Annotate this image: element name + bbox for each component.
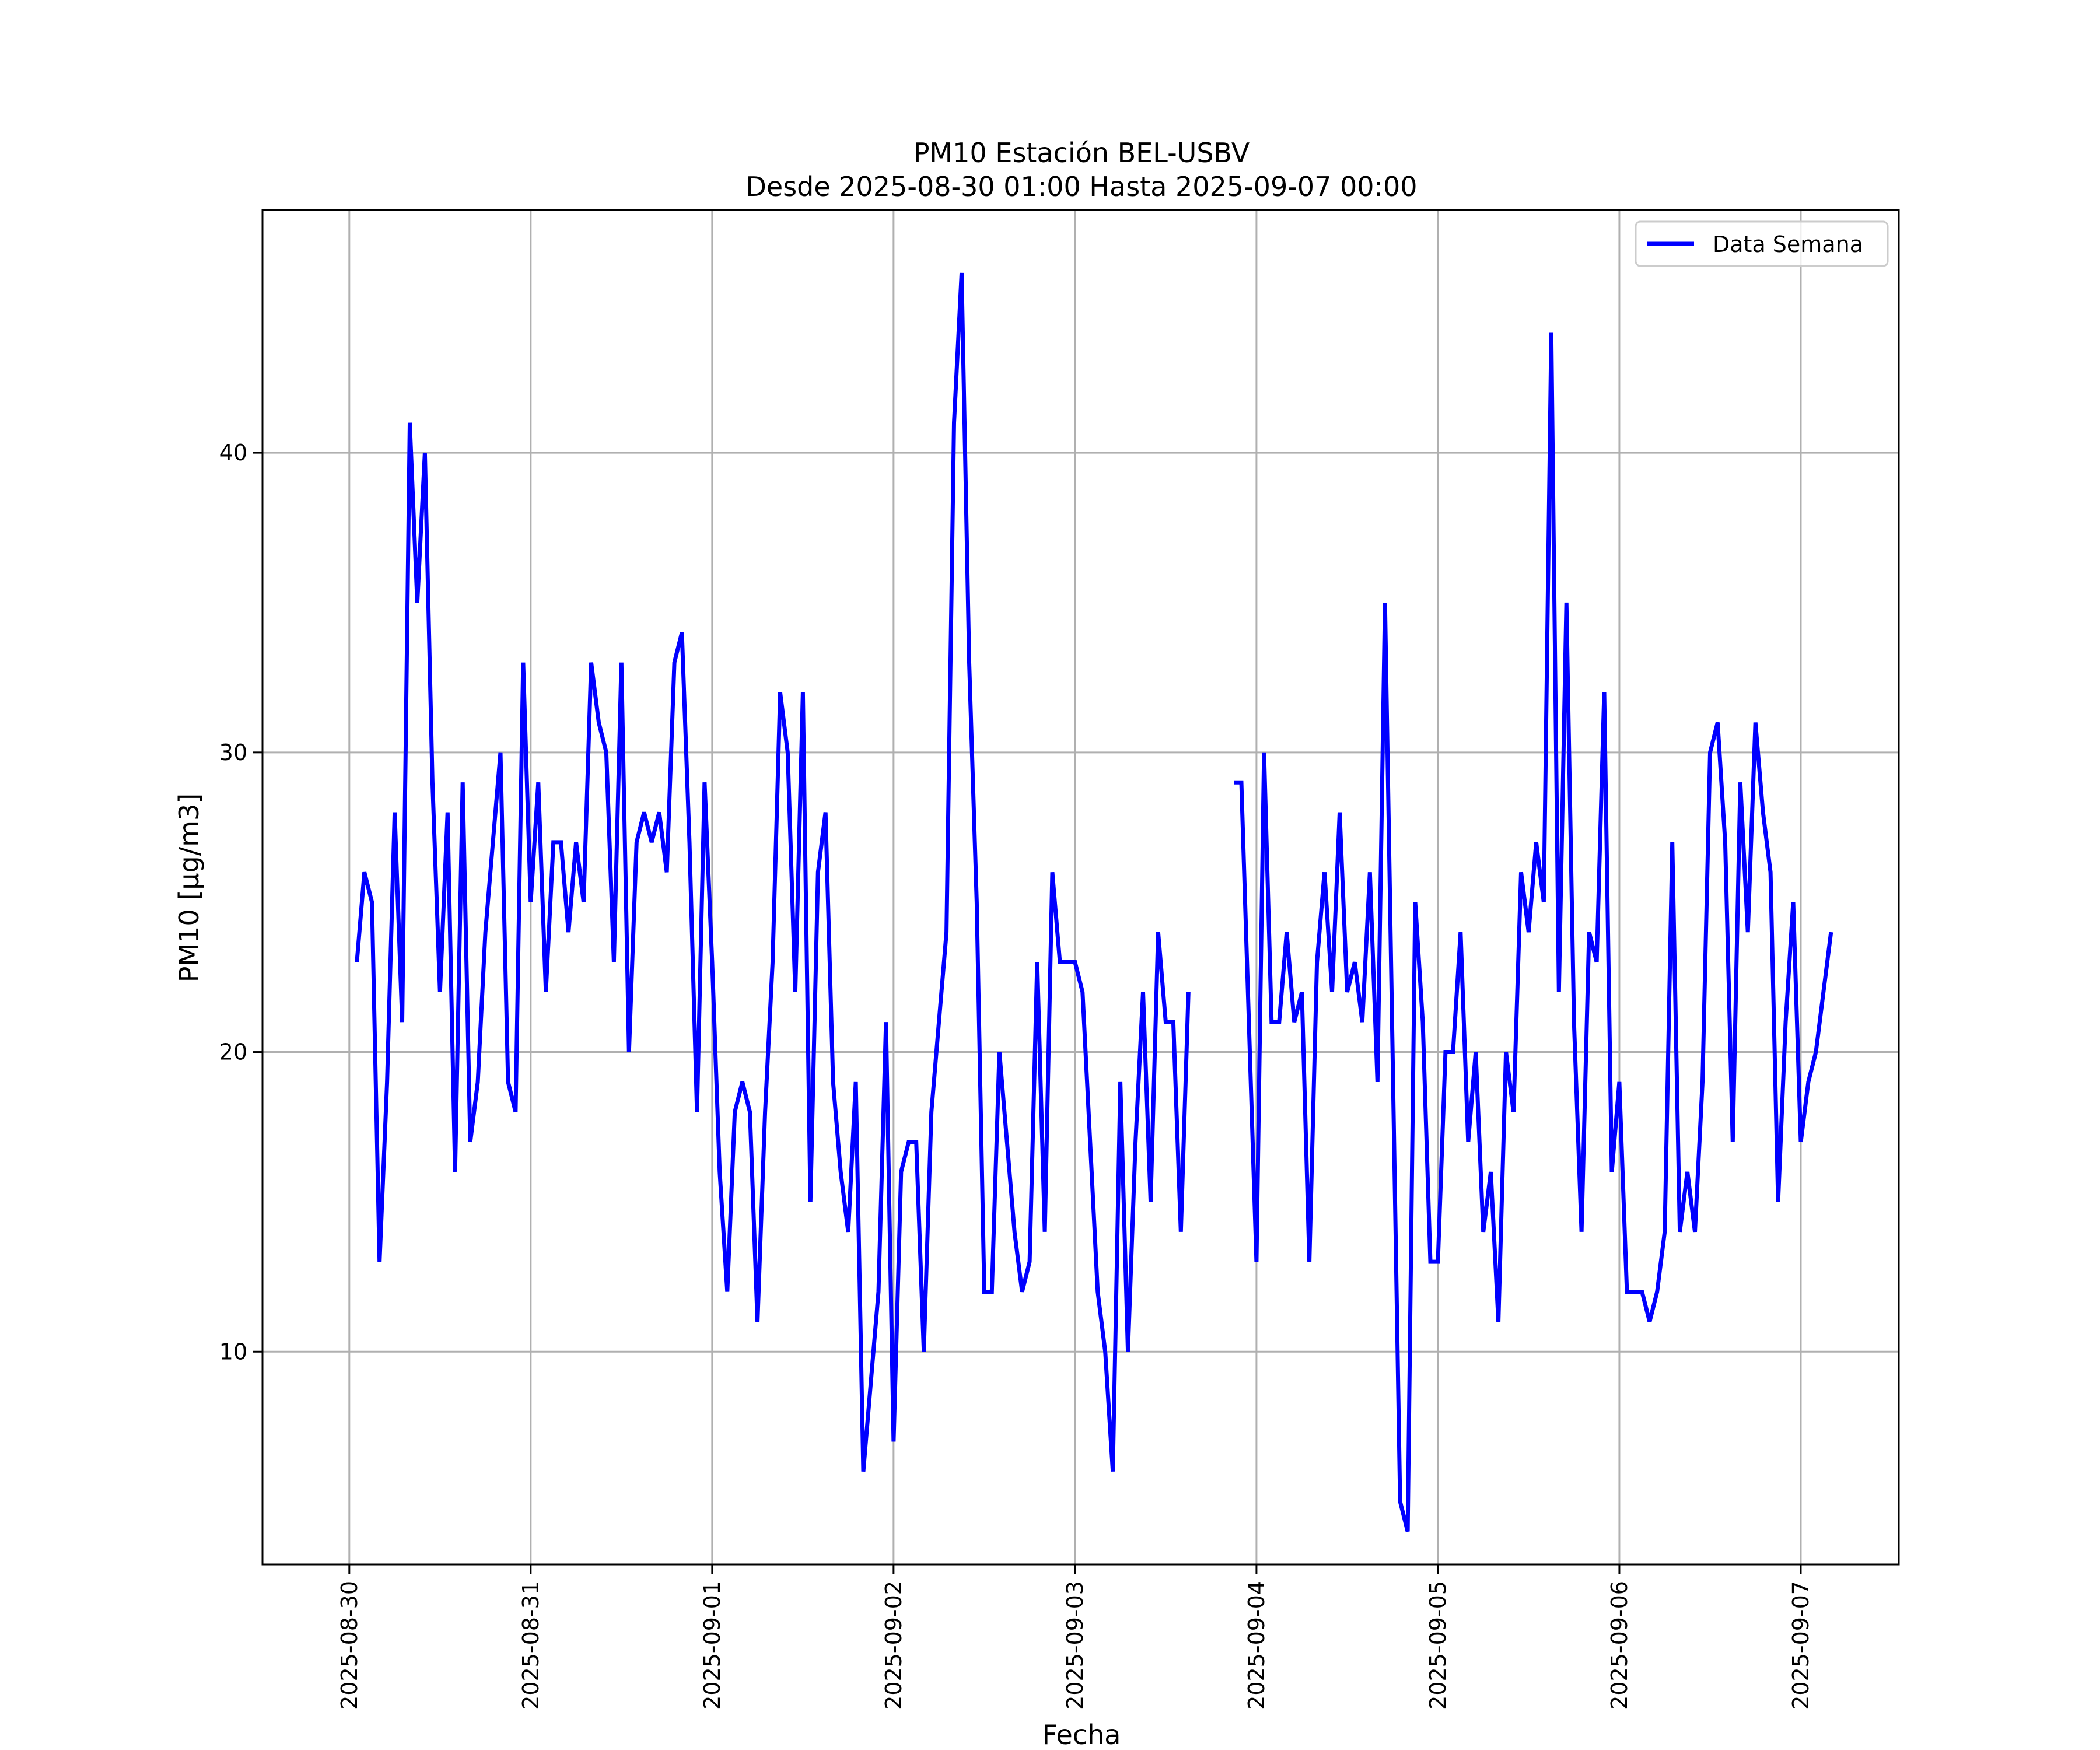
chart-subtitle: Desde 2025-08-30 01:00 Hasta 2025-09-07 … — [746, 171, 1417, 202]
legend-label: Data Semana — [1713, 232, 1863, 257]
x-tick-label-0: 2025-08-30 — [337, 1581, 362, 1710]
x-tick-label-8: 2025-09-07 — [1788, 1581, 1814, 1710]
y-tick-label-0: 10 — [219, 1339, 247, 1364]
series-line-segment-0-0 — [355, 272, 1191, 1472]
x-tick-label-7: 2025-09-06 — [1606, 1581, 1632, 1710]
y-axis-ticks: 10 20 30 40 — [219, 440, 262, 1364]
y-tick-label-2: 30 — [219, 740, 247, 765]
chart-title: PM10 Estación BEL-USBV — [914, 137, 1250, 169]
x-axis-ticks: 2025-08-30 2025-08-31 2025-09-01 2025-09-02… — [337, 1564, 1814, 1710]
x-tick-label-6: 2025-09-05 — [1425, 1581, 1451, 1710]
legend: Data Semana — [1634, 220, 1889, 267]
y-axis-label: PM10 [μg/m3] — [173, 793, 205, 983]
x-axis-label: Fecha — [1042, 1719, 1121, 1750]
series-data-semana — [355, 272, 1833, 1532]
x-tick-label-5: 2025-09-04 — [1244, 1581, 1269, 1710]
legend-box — [1634, 220, 1889, 267]
y-tick-label-3: 40 — [219, 440, 247, 466]
plot-area — [355, 272, 1833, 1532]
x-tick-label-2: 2025-09-01 — [699, 1581, 725, 1710]
y-gridlines — [262, 452, 1899, 1353]
x-tick-label-1: 2025-08-31 — [518, 1581, 544, 1710]
series-line-segment-0-1 — [1234, 332, 1833, 1532]
x-tick-label-4: 2025-09-03 — [1062, 1581, 1088, 1710]
axes-frame — [261, 209, 1900, 1566]
x-tick-label-3: 2025-09-02 — [881, 1581, 907, 1710]
y-tick-label-1: 20 — [219, 1040, 247, 1065]
